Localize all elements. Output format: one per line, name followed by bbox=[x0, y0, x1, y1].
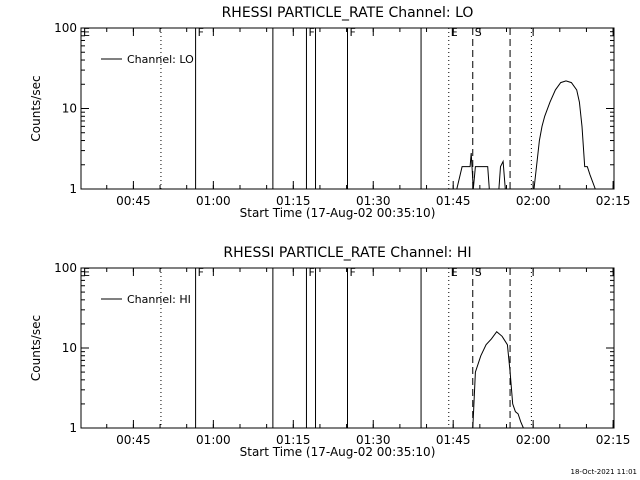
chart-0-x-tick-label: 02:15 bbox=[596, 194, 631, 208]
chart-panel-lo: RHESSI PARTICLE_RATE Channel: LO Counts/s… bbox=[29, 5, 630, 220]
chart-1-y-tick-label: 100 bbox=[54, 261, 77, 275]
chart-0-event-marker-label: E bbox=[451, 26, 458, 39]
chart-1-y-tick-label: 10 bbox=[62, 341, 77, 355]
chart-0-event-marker-label: F bbox=[350, 26, 356, 39]
chart-0-event-marker-label: S bbox=[475, 26, 482, 39]
chart-0-y-axis-label: Counts/sec bbox=[29, 75, 43, 141]
chart-0-x-tick-label: 01:45 bbox=[436, 194, 471, 208]
chart-0-x-axis-label: Start Time (17-Aug-02 00:35:10) bbox=[240, 206, 436, 220]
chart-0-event-marker-label: E bbox=[83, 26, 90, 39]
chart-1-series-line bbox=[472, 330, 524, 429]
chart-panel-hi: RHESSI PARTICLE_RATE Channel: HI Counts/s… bbox=[29, 245, 630, 459]
chart-0-x-tick-label: 02:00 bbox=[516, 194, 551, 208]
chart-0-event-marker-label: F bbox=[308, 26, 314, 39]
chart-0-y-tick-label: 100 bbox=[54, 21, 77, 35]
chart-1-x-tick-label: 02:00 bbox=[516, 433, 551, 447]
chart-0-event-marker-label: F bbox=[198, 26, 204, 39]
chart-1-event-marker-label: E bbox=[451, 266, 458, 279]
chart-1-x-tick-label: 01:00 bbox=[196, 433, 231, 447]
chart-1-event-marker-label: E bbox=[83, 266, 90, 279]
chart-1-event-marker-label: F bbox=[350, 266, 356, 279]
chart-1-legend-label: Channel: HI bbox=[127, 293, 191, 306]
chart-1-event-marker-label: F bbox=[198, 266, 204, 279]
timestamp-footer: 18-Oct-2021 11:01 bbox=[571, 468, 637, 476]
chart-1-x-tick-label: 02:15 bbox=[596, 433, 631, 447]
chart-0-title: RHESSI PARTICLE_RATE Channel: LO bbox=[222, 5, 474, 21]
chart-1-y-axis-label: Counts/sec bbox=[29, 315, 43, 381]
chart-0-x-tick-label: 01:15 bbox=[276, 194, 311, 208]
chart-1-x-axis-label: Start Time (17-Aug-02 00:35:10) bbox=[240, 445, 436, 459]
chart-1-x-tick-label: 01:45 bbox=[436, 433, 471, 447]
chart-0-x-tick-label: 00:45 bbox=[116, 194, 151, 208]
chart-0-legend-label: Channel: LO bbox=[127, 53, 194, 66]
chart-1-title: RHESSI PARTICLE_RATE Channel: HI bbox=[223, 245, 471, 261]
chart-0-y-tick-label: 10 bbox=[62, 102, 77, 116]
chart-0-y-tick-label: 1 bbox=[69, 182, 77, 196]
chart-0-series-line bbox=[456, 80, 598, 190]
chart-1-x-tick-label: 01:15 bbox=[276, 433, 311, 447]
chart-0-x-tick-label: 01:00 bbox=[196, 194, 231, 208]
chart-1-x-tick-label: 00:45 bbox=[116, 433, 151, 447]
chart-0-x-tick-label: 01:30 bbox=[356, 194, 391, 208]
chart-1-x-tick-label: 01:30 bbox=[356, 433, 391, 447]
chart-1-event-marker-label: F bbox=[308, 266, 314, 279]
chart-1-event-marker-label: S bbox=[475, 266, 482, 279]
chart-1-y-tick-label: 1 bbox=[69, 421, 77, 435]
